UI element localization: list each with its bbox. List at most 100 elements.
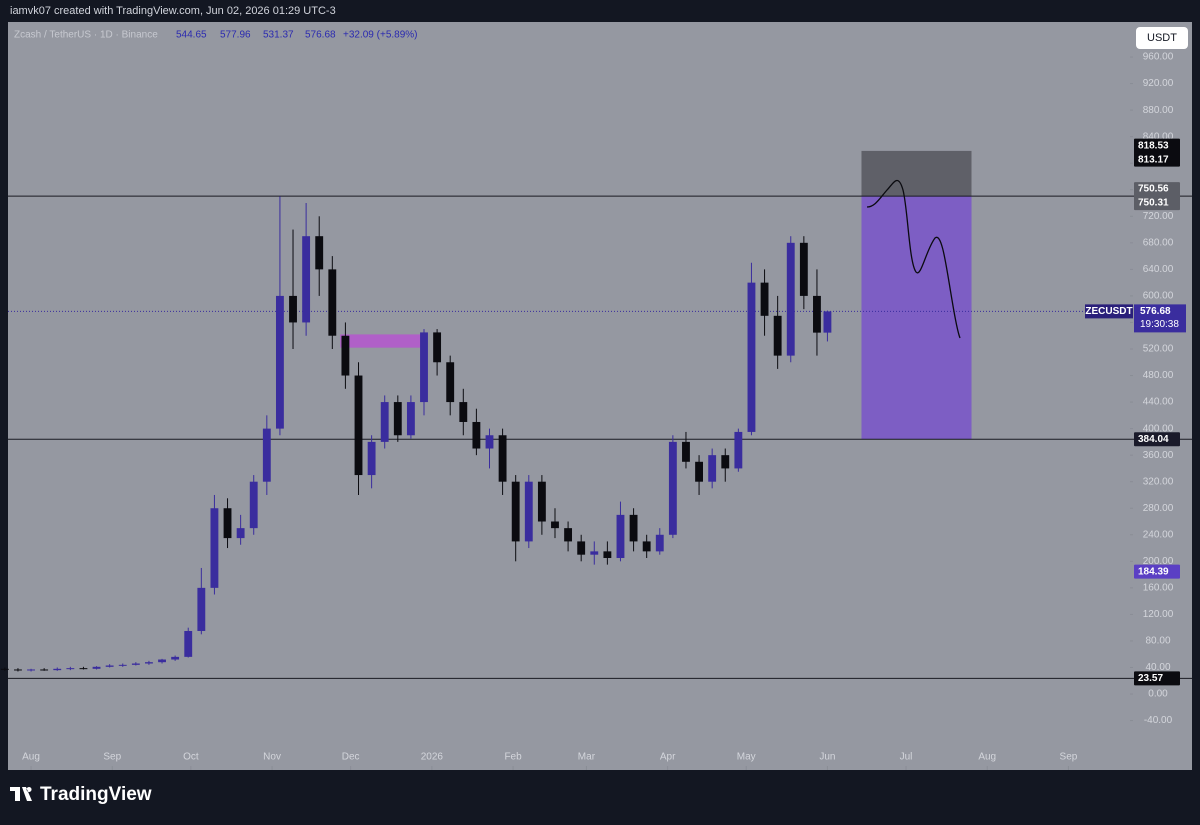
x-tick-label: Aug (978, 752, 996, 763)
legend-open: 544.65 (176, 30, 207, 41)
candle-body (40, 669, 49, 671)
candle-body (721, 455, 730, 469)
y-tick-label: 600.00 (1143, 291, 1174, 302)
price-tag: 576.68 (1140, 306, 1171, 317)
logo-icon (10, 787, 32, 801)
candle-body (328, 269, 337, 336)
candle-body (773, 315, 782, 356)
candle-body (616, 514, 625, 559)
candle-body (668, 441, 677, 535)
candle-body (786, 242, 795, 356)
x-tick-label: Jun (819, 752, 835, 763)
candle-body (302, 236, 311, 323)
stop-zone (861, 150, 972, 197)
x-tick-label: Dec (342, 752, 360, 763)
candle-body (564, 528, 573, 542)
candle-body (289, 295, 297, 323)
candle-body (131, 663, 140, 665)
price-label: 813.17 (1138, 154, 1169, 165)
candle-body (498, 435, 507, 482)
y-tick-label: 920.00 (1143, 78, 1174, 89)
legend-low: 531.37 (263, 30, 294, 41)
y-tick-label: 200.00 (1143, 556, 1174, 567)
plot: -40.00 0.00 40.00 80.00 120.00 160.00 200.00 24… (0, 52, 1192, 770)
price-tag-box (1134, 304, 1186, 333)
x-tick-label: Feb (504, 752, 522, 763)
candle-body (0, 668, 9, 670)
price-label: 23.57 (1138, 673, 1163, 684)
candle-body (79, 668, 88, 670)
legend-high: 577.96 (220, 30, 251, 41)
candle-body (823, 311, 832, 333)
candle-body (655, 534, 664, 552)
candle-body (171, 656, 180, 660)
price-label: 384.04 (1138, 434, 1169, 445)
y-tick-label: 480.00 (1143, 370, 1174, 381)
candle-body (105, 665, 114, 667)
y-tick-label: 320.00 (1143, 476, 1174, 487)
candle-body (249, 481, 258, 529)
candle-body (315, 236, 324, 270)
candle-body (524, 481, 533, 542)
target-zone (861, 196, 972, 440)
price-label-box (1134, 564, 1180, 579)
candle-body (590, 551, 599, 555)
candle-body (393, 402, 402, 436)
candle-body (14, 669, 22, 671)
candle-body (551, 521, 559, 529)
candle-body (433, 332, 442, 363)
y-tick-label: 240.00 (1143, 529, 1174, 540)
candle-body (577, 541, 586, 555)
price-label-box (1134, 432, 1180, 447)
countdown: 19:30:38 (1140, 319, 1179, 330)
candle-body (813, 295, 821, 333)
currency-label: USDT (1147, 32, 1177, 44)
x-tick-label: Nov (263, 752, 281, 763)
candle-body (53, 668, 62, 671)
candle-body (695, 461, 703, 482)
price-label-box (1134, 138, 1180, 167)
candle-body (66, 668, 75, 670)
candle-body (145, 662, 153, 664)
candle-body (485, 435, 494, 449)
x-tick-label: Sep (103, 752, 121, 763)
y-tick-label: 640.00 (1143, 264, 1174, 275)
y-tick-label: 80.00 (1145, 636, 1170, 647)
projection-path (866, 179, 961, 339)
candle-body (760, 282, 769, 316)
candle-body (354, 375, 363, 476)
x-tick-label: Jul (900, 752, 913, 763)
candle-body (367, 441, 376, 476)
x-tick-label: Sep (1060, 752, 1078, 763)
candle-body (197, 587, 206, 631)
x-tick-label: Oct (183, 752, 199, 763)
logo: TradingView (10, 784, 152, 805)
candle-body (446, 362, 455, 403)
y-tick-label: 40.00 (1145, 662, 1170, 673)
x-tick-label: Mar (578, 752, 596, 763)
chart-background (8, 22, 1192, 770)
y-tick-label: 160.00 (1143, 583, 1174, 594)
candle-body (275, 295, 284, 429)
candle-body (747, 282, 756, 432)
y-tick-label: 840.00 (1143, 131, 1174, 142)
y-tick-label: 720.00 (1143, 211, 1174, 222)
candle-body (210, 508, 219, 588)
x-tick-label: Aug (22, 752, 40, 763)
price-label: 750.31 (1138, 198, 1169, 209)
x-tick-label: Apr (660, 752, 676, 763)
candle-body (682, 441, 690, 462)
y-tick-label: 880.00 (1143, 105, 1174, 116)
y-tick-label: 400.00 (1143, 423, 1174, 434)
y-tick-label: 440.00 (1143, 397, 1174, 408)
y-tick-label: -40.00 (1144, 715, 1173, 726)
y-tick-label: 680.00 (1143, 237, 1174, 248)
price-label-box (1134, 671, 1180, 686)
candle-body (118, 664, 127, 666)
candle-body (184, 630, 193, 657)
currency-button[interactable] (1136, 27, 1188, 49)
credit: iamvk07 created with TradingView.com, Ju… (10, 5, 336, 17)
candle-body (511, 481, 520, 542)
candle-body (799, 242, 808, 296)
candle-body (472, 421, 481, 449)
